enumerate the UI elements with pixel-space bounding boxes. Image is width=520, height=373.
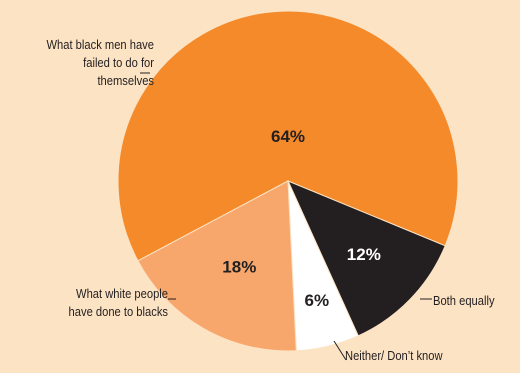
pie-slice-0	[117, 10, 459, 262]
pct-label-3: 18%	[222, 258, 256, 277]
label-both-equally: Both equally	[433, 292, 495, 310]
percentage-labels: 64% 12% 6% 18%	[222, 127, 381, 310]
pct-label-1: 12%	[347, 245, 381, 264]
label-both-equally-text: Both equally	[433, 293, 495, 308]
label-black-men-line-2: failed to do for	[83, 55, 154, 70]
label-black-men-line-1: What black men have	[46, 37, 155, 52]
pie-slice-3	[137, 180, 297, 352]
leader-line-3	[333, 340, 347, 361]
label-black-men-line-3: themselves	[97, 73, 154, 88]
pct-label-0: 64%	[271, 127, 305, 146]
label-neither: Neither/ Don’t know	[345, 347, 443, 365]
pie-slice-1	[287, 180, 446, 337]
pie-slices	[117, 10, 459, 352]
pct-label-2: 6%	[305, 291, 330, 310]
label-white-people-line-2: have done to blacks	[68, 304, 168, 319]
label-white-people: What white people have done to blacks	[24, 285, 168, 321]
leader-lines	[140, 72, 432, 361]
label-neither-text: Neither/ Don’t know	[345, 348, 443, 363]
label-white-people-line-1: What white people	[76, 286, 168, 301]
label-black-men: What black men have failed to do for the…	[23, 36, 154, 90]
